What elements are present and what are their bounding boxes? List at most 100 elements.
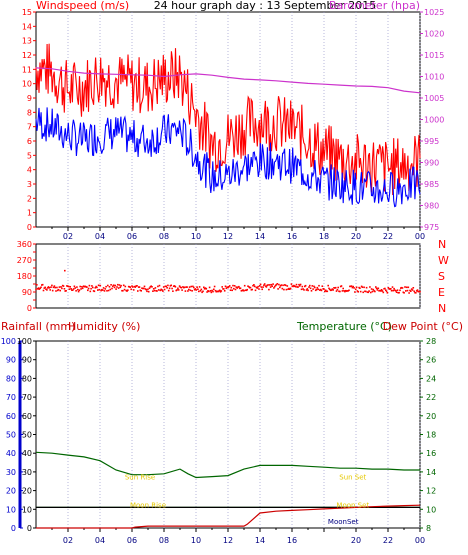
direction-point [194, 288, 197, 290]
direction-point [359, 287, 361, 289]
direction-point [187, 290, 189, 292]
compass-label: E [438, 286, 445, 299]
direction-point [113, 286, 116, 289]
direction-point [253, 285, 256, 288]
direction-point [351, 286, 354, 289]
direction-point [131, 285, 133, 287]
direction-point [173, 285, 176, 287]
direction-point [332, 289, 334, 291]
direction-point [243, 290, 245, 292]
direction-point [341, 290, 344, 292]
direction-point [275, 283, 278, 286]
direction-point [363, 286, 365, 289]
wind-left-tick-label: 4 [27, 166, 32, 175]
direction-point [71, 289, 73, 291]
direction-point [252, 284, 254, 287]
direction-point [297, 286, 299, 288]
wind-right-tick-label: 1000 [424, 116, 444, 125]
wind-time-label: 06 [127, 232, 137, 241]
direction-point [87, 287, 90, 290]
direction-point [170, 284, 172, 287]
direction-point [208, 290, 210, 293]
direction-point [323, 288, 325, 290]
direction-point [136, 285, 138, 287]
rainfall-axis: 0 10 20 30 40 50 60 70 80 90 100 [1, 337, 23, 533]
direction-point [273, 287, 275, 289]
direction-point [199, 290, 202, 292]
direction-point [314, 286, 316, 289]
direction-point [55, 290, 57, 292]
direction-point [247, 285, 249, 287]
temp-time-label: 12 [223, 536, 233, 545]
direction-point [88, 284, 91, 287]
direction-point [74, 287, 76, 289]
direction-point [184, 290, 187, 292]
direction-point [412, 287, 415, 289]
wind-time-label: 12 [223, 232, 233, 241]
direction-point [273, 285, 276, 288]
direction-point [367, 291, 369, 294]
rainfall-tick-label: 70 [6, 393, 16, 402]
temp-time-label: 06 [127, 536, 137, 545]
direction-point [263, 284, 265, 286]
direction-point [102, 289, 104, 291]
humidity-tick-label: 50 [22, 431, 32, 440]
direction-point [158, 284, 161, 287]
direction-point [298, 283, 300, 286]
direction-point [102, 287, 105, 289]
direction-point [230, 286, 233, 289]
direction-point [107, 289, 110, 292]
temp-series [35, 451, 421, 529]
direction-point [279, 286, 281, 289]
wind-left-tick-label: 7 [27, 123, 32, 132]
temp-time-label: 02 [63, 536, 73, 545]
direction-point [415, 290, 418, 292]
direction-point [289, 287, 292, 290]
direction-point [244, 289, 247, 291]
direction-point [281, 287, 284, 290]
direction-point [243, 284, 246, 287]
rainfall-tick-label: 20 [6, 487, 16, 496]
temperature-tick-label: 14 [426, 468, 436, 477]
direction-point [70, 288, 72, 290]
direction-point [64, 269, 66, 272]
direction-point [183, 286, 186, 289]
compass-label: W [438, 254, 449, 267]
direction-point [382, 291, 385, 294]
direction-point [270, 283, 273, 286]
direction-point [380, 289, 383, 291]
direction-point [413, 290, 415, 293]
direction-point [271, 285, 273, 287]
direction-point [50, 286, 52, 288]
wind-average-line [35, 107, 421, 208]
wind-time-label: 04 [95, 232, 105, 241]
direction-series [35, 269, 421, 294]
direction-point [380, 290, 382, 292]
direction-point [196, 286, 198, 288]
direction-point [403, 292, 405, 294]
direction-point [188, 288, 190, 291]
direction-point [274, 284, 277, 287]
compass-label: N [438, 238, 446, 251]
direction-point [65, 290, 67, 292]
direction-point [307, 289, 309, 292]
direction-point [114, 284, 117, 287]
direction-point [299, 285, 301, 287]
direction-point [198, 290, 200, 293]
temp-time-label: 20 [351, 536, 361, 545]
direction-point [134, 286, 137, 288]
direction-point [109, 288, 112, 291]
direction-point [233, 287, 235, 290]
temperature-line [35, 451, 420, 479]
direction-point [385, 290, 388, 293]
direction-point [43, 287, 46, 289]
direction-plot-area [35, 243, 421, 309]
direction-point [220, 290, 223, 292]
direction-point [151, 286, 153, 288]
direction-point [203, 286, 205, 289]
direction-point [324, 289, 327, 292]
direction-point [392, 289, 395, 292]
